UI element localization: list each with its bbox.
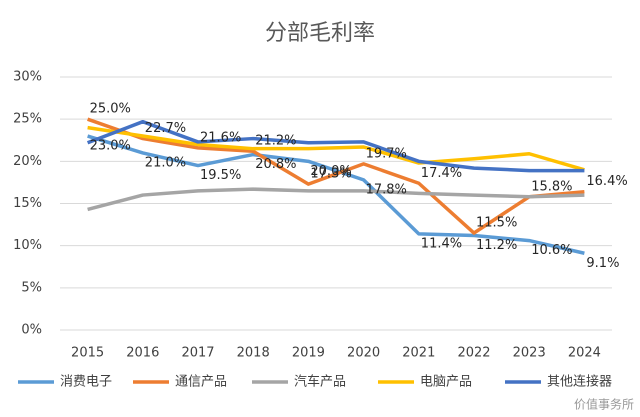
value-label: 19.5%: [200, 168, 241, 183]
y-tick-label: 30%: [13, 70, 42, 85]
y-tick-label: 0%: [21, 323, 42, 338]
value-label: 15.8%: [531, 179, 572, 194]
series-line: [87, 134, 585, 255]
x-tick-label: 2019: [292, 346, 325, 361]
value-label: 20.0%: [310, 164, 351, 179]
value-label: 11.4%: [421, 236, 462, 251]
value-label: 10.6%: [531, 243, 572, 258]
x-tick-label: 2024: [568, 346, 601, 361]
x-tick-label: 2023: [513, 346, 546, 361]
x-tick-label: 2018: [237, 346, 270, 361]
value-label: 22.7%: [145, 121, 186, 136]
value-label: 21.2%: [255, 134, 296, 149]
value-label: 17.8%: [366, 182, 407, 197]
watermark: 价值事务所: [574, 397, 634, 412]
y-tick-label: 20%: [13, 154, 42, 169]
series-line: [87, 187, 585, 212]
value-label: 25.0%: [90, 102, 131, 117]
legend-label: 通信产品: [175, 375, 227, 390]
y-tick-label: 25%: [13, 112, 42, 127]
y-tick-label: 5%: [21, 280, 42, 295]
legend-label: 其他连接器: [547, 374, 612, 390]
x-tick-label: 2015: [71, 346, 104, 361]
series-line: [86, 119, 585, 173]
legend-label: 电脑产品: [420, 375, 472, 390]
series-line: [87, 125, 585, 172]
x-tick-label: 2016: [126, 346, 159, 361]
value-label: 9.1%: [586, 256, 619, 271]
value-label: 11.5%: [476, 216, 517, 231]
x-tick-label: 2017: [181, 346, 214, 361]
value-label: 16.4%: [586, 174, 627, 189]
x-tick-label: 2020: [347, 346, 380, 361]
legend-label: 消费电子: [60, 375, 112, 390]
y-tick-label: 15%: [13, 196, 42, 211]
value-label: 21.0%: [145, 155, 186, 170]
value-label: 19.7%: [366, 146, 407, 161]
chart-title: 分部毛利率: [265, 21, 375, 46]
x-tick-label: 2022: [457, 346, 490, 361]
value-label: 17.4%: [421, 166, 462, 181]
value-label: 23.0%: [90, 139, 131, 154]
value-label: 20.8%: [255, 157, 296, 172]
value-label: 17.3%: [310, 167, 351, 182]
x-tick-label: 2021: [402, 346, 435, 361]
series-line: [87, 117, 585, 235]
legend-label: 汽车产品: [294, 374, 346, 390]
y-tick-label: 10%: [13, 238, 42, 253]
value-label: 21.6%: [200, 130, 241, 145]
value-label: 11.2%: [476, 238, 517, 253]
